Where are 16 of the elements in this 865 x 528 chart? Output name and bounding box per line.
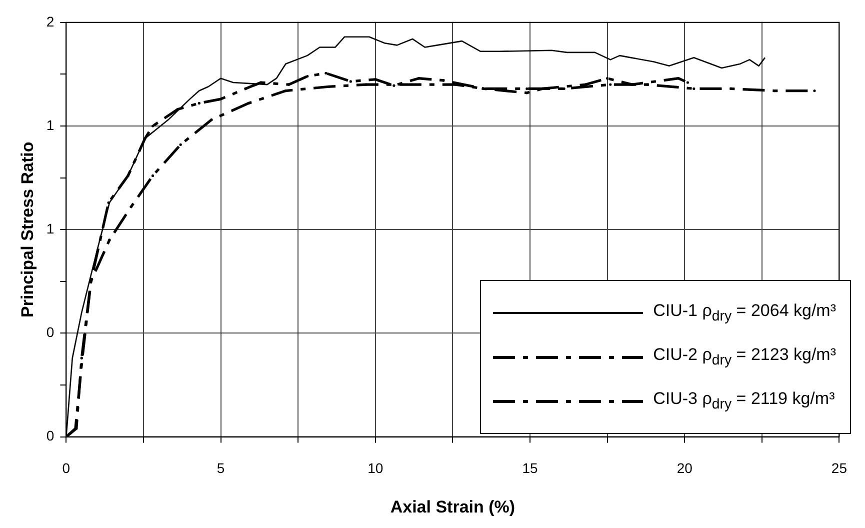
x-tick-label: 15: [522, 460, 538, 476]
y-tick-label: 0: [46, 324, 54, 340]
legend-label: CIU-3 ρ$_{dry}$ = 2119 kg/m³: [653, 389, 835, 413]
legend-label: CIU-2 ρ$_{dry}$ = 2123 kg/m³: [653, 345, 836, 369]
x-tick-label: 10: [368, 460, 384, 476]
x-tick-label: 0: [62, 460, 70, 476]
legend-label: CIU-1 ρ$_{dry}$ = 2064 kg/m³: [653, 301, 836, 325]
y-tick-label: 1: [46, 220, 54, 236]
y-tick-label: 0: [46, 428, 54, 444]
y-tick-label: 2: [46, 13, 54, 30]
x-tick-label: 5: [216, 460, 225, 476]
x-tick-label: 20: [676, 460, 693, 476]
y-tick-label: 1: [46, 116, 54, 133]
x-tick-label: 25: [831, 460, 848, 476]
y-axis-title: Principal Stress Ratio: [18, 142, 37, 318]
x-axis-title: Axial Strain (%): [390, 497, 516, 516]
